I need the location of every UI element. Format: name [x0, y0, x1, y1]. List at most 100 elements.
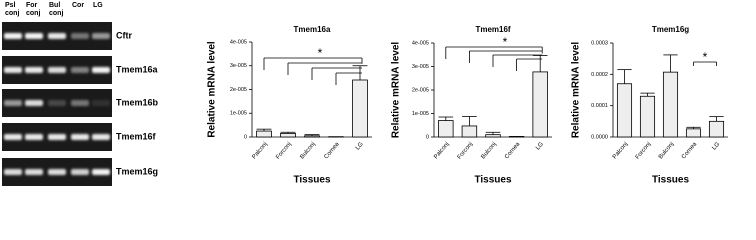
bar: [685, 128, 702, 138]
bar: [485, 134, 501, 138]
x-tick-label: Bulconj: [658, 141, 675, 160]
bar: [708, 120, 725, 138]
gel-band: [4, 33, 22, 39]
gel-band: [92, 134, 110, 140]
x-tick-label: Cornea: [323, 141, 341, 160]
bar: [639, 95, 656, 138]
bar: [461, 125, 478, 138]
gel-band: [48, 33, 66, 39]
error-bar: [686, 126, 701, 129]
gel-band: [71, 169, 89, 175]
y-tick-label: 4e-005: [412, 40, 429, 46]
gel-band: [71, 134, 89, 140]
y-tick-label: 2e-005: [412, 87, 429, 93]
bar: [616, 83, 633, 138]
bar: [256, 130, 272, 138]
error-bar: [438, 116, 454, 121]
gene-label: Tmem16b: [116, 97, 159, 107]
lane-label: Psl conj: [5, 2, 19, 17]
error-bar: [617, 69, 632, 84]
bar: [304, 135, 320, 138]
y-tick-label: 0.0002: [591, 72, 608, 78]
gel-band: [92, 100, 110, 106]
gel-band: [48, 100, 66, 106]
x-tick-label: Forconj: [635, 141, 652, 160]
y-tick-label: 3e-005: [412, 64, 429, 70]
x-tick-label: Palconj: [612, 141, 629, 160]
gel-band: [25, 134, 43, 140]
bar: [532, 71, 548, 138]
bar: [662, 71, 679, 138]
gel-band: [71, 33, 89, 39]
significance-star: *: [318, 46, 323, 60]
gel-band: [4, 67, 22, 73]
chart-title: Tmem16f: [475, 25, 510, 34]
chart-title: Tmem16a: [294, 25, 331, 34]
error-bar: [485, 131, 501, 135]
gel-band: [4, 169, 22, 175]
gel-band: [92, 169, 110, 175]
y-tick-label: 1e-005: [412, 111, 429, 117]
error-bar: [280, 131, 296, 134]
x-tick-label: Bulconj: [299, 141, 316, 160]
x-axis-label: Tissues: [652, 175, 689, 186]
x-tick-label: Cornea: [504, 141, 522, 160]
y-tick-label: 1e-005: [230, 111, 247, 117]
y-tick-label: 0.0000: [591, 134, 608, 140]
gel-band: [4, 100, 22, 106]
gel-band: [48, 67, 66, 73]
gene-label: Tmem16f: [116, 131, 157, 141]
error-bar: [462, 116, 477, 126]
gel-band: [71, 100, 89, 106]
gene-label: Cftr: [116, 30, 132, 40]
gel-band: [25, 33, 43, 39]
x-tick-label: Palconj: [433, 141, 450, 160]
x-tick-label: Bulconj: [480, 141, 497, 160]
lane-label: Cor: [72, 2, 84, 9]
bar: [280, 133, 296, 138]
gel-band: [48, 134, 66, 140]
gel-band: [25, 169, 43, 175]
error-bar: [304, 134, 320, 136]
y-tick-label: 0: [244, 134, 247, 140]
gel-band: [92, 33, 110, 39]
y-tick-label: 0.0003: [591, 40, 608, 46]
gel-band: [25, 67, 43, 73]
chart-title: Tmem16g: [652, 25, 689, 34]
y-tick-label: 4e-005: [230, 39, 247, 45]
gel-band: [25, 100, 43, 106]
lane-label: For conj: [26, 2, 40, 17]
figure-canvas: Psl conj For conj Bul conj Cor LG Cftr Tmem16a Tme…: [2, 2, 728, 186]
error-bar: [663, 54, 678, 73]
error-bar: [256, 128, 272, 132]
gel-band: [4, 134, 22, 140]
gel-band: [92, 67, 110, 73]
gene-label: Tmem16a: [116, 64, 159, 74]
gel-band: [71, 67, 89, 73]
error-bar: [640, 92, 655, 97]
y-axis-label: Relative mRNA level: [571, 42, 582, 139]
bar: [352, 79, 368, 138]
y-axis-label: Relative mRNA level: [391, 42, 402, 139]
x-tick-label: Forconj: [275, 141, 292, 160]
y-tick-label: 0: [426, 134, 429, 140]
x-axis-label: Tissues: [474, 175, 511, 186]
x-tick-label: Cornea: [681, 141, 699, 160]
lane-label: LG: [93, 2, 103, 9]
gel-band: [48, 169, 66, 175]
significance-star: *: [503, 35, 508, 49]
y-tick-label: 3e-005: [230, 63, 247, 69]
figure: Psl conj For conj Bul conj Cor LG Cftr Tmem16a Tme…: [2, 2, 728, 186]
y-tick-label: 2e-005: [230, 87, 247, 93]
bar: [438, 120, 454, 138]
x-tick-label: Forconj: [457, 141, 474, 160]
error-bar: [709, 116, 724, 122]
x-tick-label: LG: [711, 141, 721, 151]
x-tick-label: LG: [535, 141, 545, 151]
x-axis-label: Tissues: [293, 175, 330, 186]
y-tick-label: 0.0001: [591, 103, 608, 109]
lane-label: Bul conj: [49, 2, 63, 17]
significance-star: *: [703, 50, 708, 64]
x-tick-label: Palconj: [251, 141, 268, 160]
gene-label: Tmem16g: [116, 166, 158, 176]
